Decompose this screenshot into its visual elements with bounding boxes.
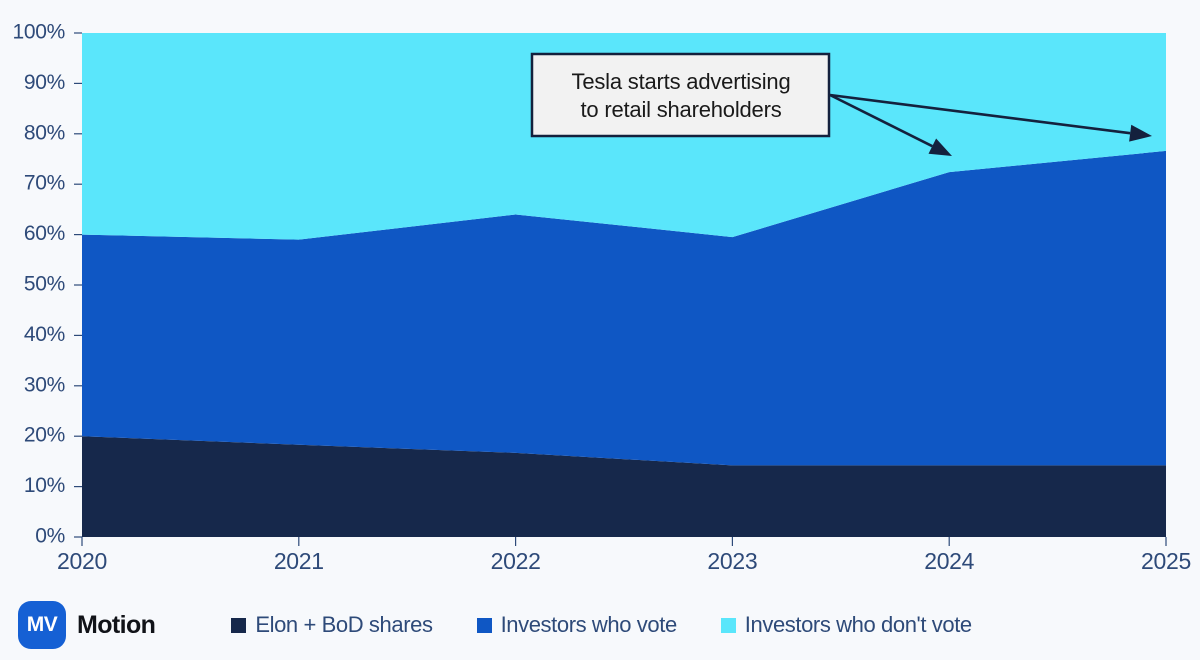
brand-logo: MV Motion xyxy=(18,601,156,649)
chart-plot-area: 0% 10% 20% 30% 40% 50% 60% 70% 80% 90% 100% 2020 20… xyxy=(12,21,1191,574)
annotation-arrow-2024-line xyxy=(829,93,933,148)
x-tick-label: 2021 xyxy=(274,548,324,574)
legend-swatch-icon xyxy=(231,617,247,633)
y-tick-label: 60% xyxy=(24,222,65,245)
x-tick-label: 2020 xyxy=(57,548,107,574)
brand-name-label: Motion xyxy=(77,610,156,639)
stacked-area-chart: 0%10%20%30%40%50%60%70%80%90%100% 2020 20… xyxy=(12,21,1191,574)
annotation-arrow-2024-head xyxy=(928,138,952,156)
x-tick-label: 2023 xyxy=(707,548,757,574)
area-series-2 xyxy=(82,150,1166,466)
annotation-line-2: to retail shareholders xyxy=(580,97,781,122)
legend-item-label: Elon + BoD shares xyxy=(255,612,433,637)
legend-swatch-icon xyxy=(476,617,492,633)
y-tick-label: 50% xyxy=(24,273,65,296)
legend-item-1[interactable]: Elon + BoD shares xyxy=(231,612,433,638)
y-tick-label: 30% xyxy=(24,373,65,396)
annotation-arrow-2025-line xyxy=(829,93,1131,135)
annotation-line-1: Tesla starts advertising xyxy=(572,69,791,94)
x-tick-label: 2022 xyxy=(491,548,541,574)
y-tick-label: 100% xyxy=(12,21,65,44)
legend-item-label: Investors who vote xyxy=(500,612,678,637)
y-tick-label: 90% xyxy=(24,71,65,94)
y-tick-label: 70% xyxy=(24,172,65,195)
annotation-arrows xyxy=(829,93,1152,156)
annotation-callout: Tesla starts advertising to retail share… xyxy=(530,52,831,138)
legend-item-3[interactable]: Investors who don't vote xyxy=(720,612,972,638)
y-axis: 0% 10% 20% 30% 40% 50% 60% 70% 80% 90% 100% xyxy=(12,21,82,548)
y-tick-label: 10% xyxy=(24,474,65,497)
y-tick-label: 40% xyxy=(24,323,65,346)
annotation-arrow-2025-head xyxy=(1129,124,1152,142)
x-axis: 2020 2021 2022 2023 2024 2025 xyxy=(57,537,1191,574)
annotation-box-frame xyxy=(530,52,831,138)
x-tick-label: 2025 xyxy=(1141,548,1191,574)
y-tick-label: 0% xyxy=(35,525,65,548)
x-tick-label: 2024 xyxy=(924,548,974,574)
y-tick-label: 80% xyxy=(24,121,65,144)
y-tick-label: 20% xyxy=(24,424,65,447)
brand-mark-icon: MV xyxy=(18,601,66,649)
chart-footer: MV Motion Elon + BoD shares Investors who… xyxy=(0,590,1200,660)
area-series-1 xyxy=(82,436,1166,537)
chart-series-group xyxy=(82,33,1166,537)
legend-item-label: Investors who don't vote xyxy=(744,612,972,637)
chart-legend: Elon + BoD shares Investors who vote Inves… xyxy=(231,612,972,638)
legend-item-2[interactable]: Investors who vote xyxy=(476,612,678,638)
legend-swatch-icon xyxy=(720,617,736,633)
